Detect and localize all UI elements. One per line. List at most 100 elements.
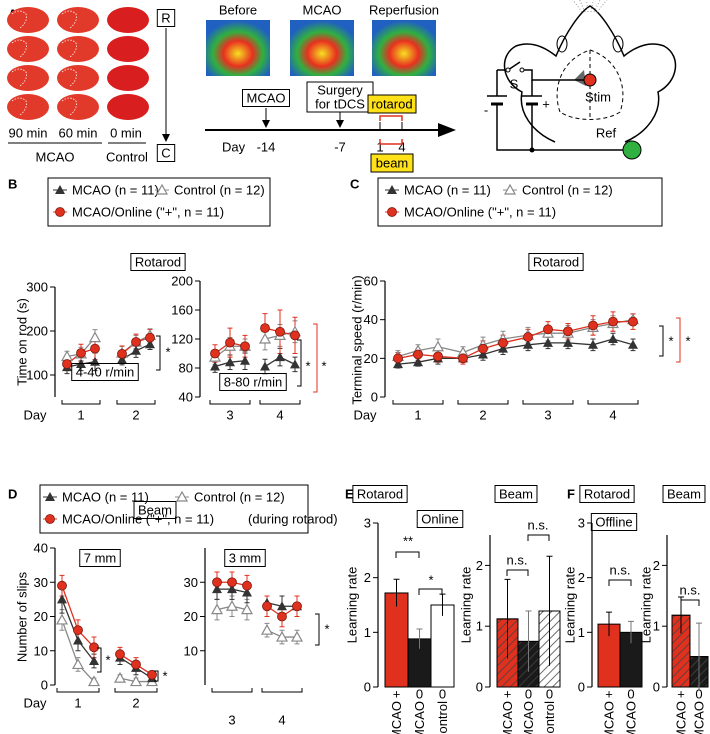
whisker xyxy=(572,0,583,13)
marker xyxy=(129,675,143,687)
legend-marker xyxy=(503,183,517,195)
panel-label: E xyxy=(345,487,354,502)
y-tick-label: 0 xyxy=(364,680,371,695)
marker xyxy=(290,359,300,369)
brain-slice xyxy=(7,36,49,62)
day-bracket xyxy=(61,400,101,405)
marker xyxy=(478,343,488,354)
annotation: Offline xyxy=(595,515,632,530)
annotation: n.s. xyxy=(507,553,528,568)
y-tick-label: 0 xyxy=(41,678,48,693)
day-bracket xyxy=(392,400,444,405)
chart-title: Rotarod xyxy=(584,487,630,502)
y-axis-label: Terminal speed (r/min) xyxy=(350,275,365,404)
timeline-event: Surgery xyxy=(317,83,363,98)
axis-end: R xyxy=(161,11,170,26)
marker xyxy=(478,349,488,359)
marker xyxy=(608,334,618,343)
marker xyxy=(262,601,272,612)
marker xyxy=(131,659,141,670)
y-tick-label: 120 xyxy=(171,332,193,347)
chart-title: Beam xyxy=(667,487,701,502)
marker xyxy=(57,580,67,591)
timeline-day: -14 xyxy=(257,140,276,155)
chart-title-box xyxy=(662,485,706,503)
annotation: * xyxy=(305,359,310,374)
x-tick-label: 2 xyxy=(132,408,139,423)
marker xyxy=(275,630,289,642)
annotation: 4-40 r/min xyxy=(76,365,135,380)
y-tick-label: 3 xyxy=(578,516,585,531)
marker xyxy=(115,649,125,660)
legend-marker xyxy=(45,514,55,524)
x-tick-label: 0 xyxy=(695,687,702,702)
marker xyxy=(258,332,272,344)
x-tick-label: 0 xyxy=(627,687,634,702)
panel-label: F xyxy=(567,487,575,502)
y-tick-label: 1 xyxy=(578,625,585,640)
lesion xyxy=(574,70,586,86)
annotation-box xyxy=(224,549,266,567)
y-tick-label: 0 xyxy=(653,680,660,695)
error-bar xyxy=(504,578,511,659)
marker xyxy=(227,584,237,594)
image-title: Reperfusion xyxy=(369,3,439,18)
marker xyxy=(413,357,423,367)
day-bracket xyxy=(587,400,639,405)
brain-slice xyxy=(57,94,99,120)
marker xyxy=(393,353,403,364)
marker xyxy=(608,316,618,327)
brain-slice xyxy=(57,36,99,62)
marker xyxy=(225,337,235,348)
infarct-outline xyxy=(61,39,77,58)
marker xyxy=(145,332,155,343)
annotation-box xyxy=(590,513,638,531)
annotation-box xyxy=(219,373,287,391)
x-axis-label: Day xyxy=(353,408,377,423)
marker xyxy=(71,658,85,670)
significance-bracket xyxy=(608,579,632,586)
timeline-event: for tDCS xyxy=(315,97,365,112)
legend-label: MCAO/Online ("+", n = 11) xyxy=(404,205,556,220)
axis-end-box xyxy=(156,144,176,162)
y-tick-label: 20 xyxy=(364,351,378,366)
significance-bracket xyxy=(680,599,700,606)
day-bracket xyxy=(261,688,303,693)
circuit-label: - xyxy=(484,103,488,118)
marker xyxy=(628,316,638,327)
group-label: MCAO xyxy=(602,701,617,734)
y-tick-label: 200 xyxy=(171,274,193,289)
legend-box xyxy=(377,177,663,227)
brain-slice xyxy=(7,7,49,33)
infarct-outline xyxy=(61,10,77,29)
group-label: MCAO xyxy=(692,701,707,734)
blood-flow-image xyxy=(206,20,270,76)
y-tick-label: 2 xyxy=(578,570,585,585)
legend-label: MCAO (n = 11) xyxy=(404,183,491,198)
marker xyxy=(588,320,598,331)
x-tick-label: 2 xyxy=(132,696,139,711)
stim-electrode xyxy=(583,73,597,87)
y-tick-label: 1 xyxy=(364,625,371,640)
infarct-outline xyxy=(11,39,27,58)
significance-bracket xyxy=(154,670,159,682)
marker xyxy=(292,601,302,612)
timeline-event-box xyxy=(242,89,290,107)
x-tick-label: 1 xyxy=(74,696,81,711)
x-axis-label: Day xyxy=(23,408,47,423)
significance-bracket xyxy=(156,335,161,371)
annotation: * xyxy=(321,359,326,374)
slice-time: 60 min xyxy=(58,126,97,141)
marker xyxy=(131,345,141,355)
marker xyxy=(89,642,99,653)
marker xyxy=(498,337,508,348)
marker xyxy=(413,349,423,360)
y-tick-label: 2 xyxy=(476,558,483,573)
y-axis-label: Learning rate xyxy=(639,567,654,644)
y-tick-label: 30 xyxy=(34,575,48,590)
day-bracket xyxy=(56,688,100,693)
timeline-day: 1 xyxy=(376,140,383,155)
panel-label: D xyxy=(8,487,17,502)
junction xyxy=(529,147,535,153)
error-bar xyxy=(393,578,400,607)
